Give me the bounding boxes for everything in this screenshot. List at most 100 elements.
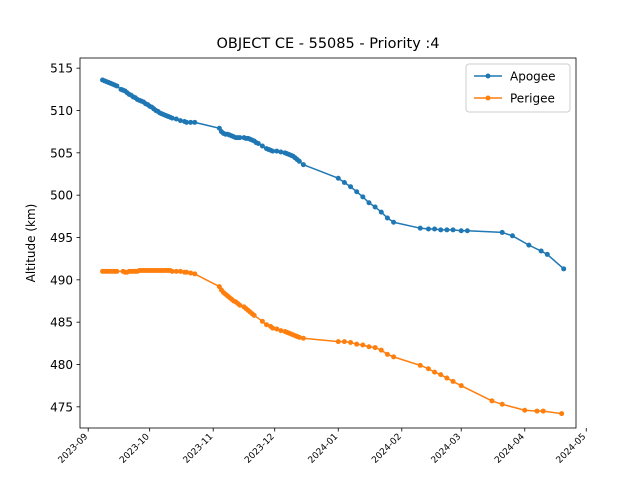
plot-frame [79, 57, 577, 429]
apogee-point [348, 184, 354, 190]
perigee-point [384, 351, 390, 357]
apogee-point [296, 158, 302, 164]
apogee-point [509, 233, 515, 239]
y-axis-label: Altitude (km) [24, 204, 38, 283]
x-tick-label: 2024-04 [493, 432, 527, 466]
apogee-point [169, 115, 175, 121]
perigee-point [296, 334, 302, 340]
apogee-point [255, 141, 261, 147]
perigee-point [559, 411, 565, 417]
x-tick-label: 2023-11 [182, 432, 216, 466]
legend-marker-apogee [485, 73, 491, 79]
y-tick-label: 480 [50, 358, 73, 372]
apogee-point [417, 225, 423, 231]
apogee-point [237, 135, 243, 141]
x-tick-label: 2023-12 [243, 432, 277, 466]
y-tick-label: 505 [50, 146, 73, 160]
x-tick-label: 2023-09 [57, 432, 91, 466]
legend-label-apogee: Apogee [510, 70, 556, 84]
perigee-point [378, 347, 384, 353]
y-tick-label: 510 [50, 104, 73, 118]
apogee-point [544, 251, 550, 257]
y-tick-label: 490 [50, 273, 73, 287]
apogee-point [188, 119, 194, 125]
legend-label-perigee: Perigee [510, 92, 555, 106]
perigee-point [432, 369, 438, 375]
apogee-point [450, 227, 456, 233]
apogee-point [360, 194, 366, 200]
apogee-point [372, 204, 378, 210]
perigee-point [354, 341, 360, 347]
apogee-point [192, 119, 198, 125]
perigee-point [499, 401, 505, 407]
apogee-point [114, 83, 120, 89]
perigee-point [341, 339, 347, 345]
perigee-point [348, 339, 354, 345]
y-tick-label: 515 [50, 62, 73, 76]
legend-marker-perigee [485, 95, 491, 101]
perigee-point [534, 408, 540, 414]
perigee-point [184, 269, 190, 275]
legend: Apogee Perigee [465, 63, 571, 113]
y-tick-label: 485 [50, 316, 73, 330]
apogee-point [384, 215, 390, 221]
axes-layer: 475 480 485 490 495 500 505 510 515 2023-09 2023-1… [50, 57, 589, 466]
apogee-point [438, 227, 444, 233]
x-tick-label: 2024-05 [555, 432, 589, 466]
apogee-point [274, 148, 280, 154]
apogee-point [464, 228, 470, 234]
perigee-point [438, 372, 444, 378]
apogee-point [391, 219, 397, 225]
perigee-point [192, 271, 198, 277]
perigee-point [450, 378, 456, 384]
perigee-point [372, 345, 378, 351]
apogee-point [259, 143, 265, 149]
perigee-point [489, 398, 495, 404]
apogee-point [499, 229, 505, 235]
y-tick-label: 500 [50, 189, 73, 203]
perigee-point [169, 268, 175, 274]
apogee-point [425, 226, 431, 232]
apogee-point [354, 189, 360, 195]
perigee-point [237, 302, 243, 308]
apogee-point [526, 242, 532, 248]
perigee-point [360, 342, 366, 348]
apogee-point [177, 118, 183, 124]
perigee-point [264, 322, 270, 328]
perigee-point [335, 339, 341, 345]
perigee-point [173, 268, 179, 274]
chart-title: OBJECT CE - 55085 - Priority :4 [216, 36, 439, 52]
apogee-point [341, 179, 347, 185]
series-layer [100, 77, 567, 417]
apogee-point [458, 228, 464, 234]
x-tick-label: 2024-02 [370, 432, 404, 466]
perigee-point [522, 407, 528, 413]
apogee-point [300, 162, 306, 168]
y-tick-label: 495 [50, 231, 73, 245]
apogee-point [444, 227, 450, 233]
perigee-point [251, 312, 257, 318]
apogee-point [432, 226, 438, 232]
perigee-point [458, 383, 464, 389]
perigee-point [366, 344, 372, 350]
perigee-point [274, 326, 280, 332]
apogee-point [366, 200, 372, 206]
apogee-point [561, 266, 567, 272]
x-tick-label: 2024-03 [430, 432, 464, 466]
x-tick-label: 2023-10 [118, 432, 152, 466]
perigee-point [114, 268, 120, 274]
apogee-point [270, 148, 276, 154]
apogee-point [173, 116, 179, 122]
apogee-point [538, 248, 544, 254]
perigee-point [188, 270, 194, 276]
perigee-point [270, 325, 276, 331]
apogee-point [378, 209, 384, 215]
y-tick-label: 475 [50, 400, 73, 414]
x-tick-label: 2024-01 [307, 432, 341, 466]
perigee-point [300, 335, 306, 341]
perigee-point [259, 318, 265, 324]
perigee-point [177, 268, 183, 274]
perigee-point [417, 362, 423, 368]
perigee-point [278, 328, 284, 334]
